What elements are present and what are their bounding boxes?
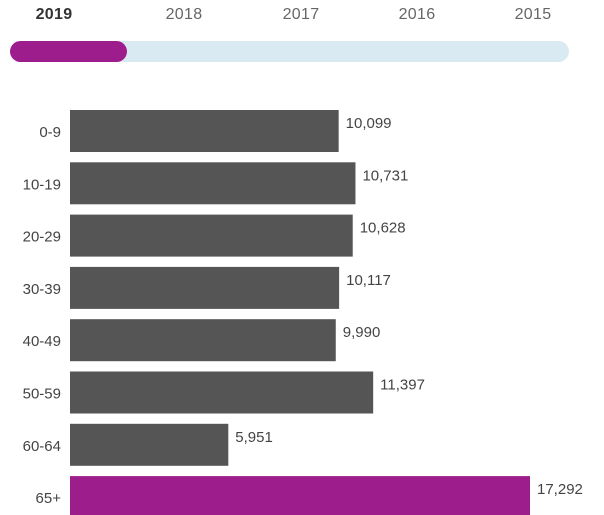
category-label-30-39: 30-39 — [23, 281, 61, 298]
year-tab-2016[interactable]: 2016 — [398, 6, 436, 23]
year-slider-thumb[interactable] — [10, 41, 127, 62]
category-label-40-49: 40-49 — [23, 333, 61, 350]
bar-50-59[interactable] — [70, 371, 374, 414]
category-label-0-9: 0-9 — [39, 124, 61, 141]
year-tab-2017[interactable]: 2017 — [282, 6, 320, 23]
year-tab-2019[interactable]: 2019 — [35, 6, 73, 23]
bar-30-39[interactable] — [70, 266, 340, 309]
year-tabs: 2019 2018 2017 2016 2015 — [0, 0, 604, 34]
year-slider-track[interactable] — [10, 41, 569, 62]
value-label-20-29: 10,628 — [360, 220, 406, 237]
bar-60-64[interactable] — [70, 423, 229, 466]
value-label-0-9: 10,099 — [346, 115, 392, 132]
bar-40-49[interactable] — [70, 319, 336, 362]
year-tab-2018[interactable]: 2018 — [165, 6, 203, 23]
category-label-60-64: 60-64 — [23, 438, 61, 455]
value-label-50-59: 11,397 — [380, 377, 425, 394]
category-label-50-59: 50-59 — [23, 386, 61, 403]
category-label-65plus: 65+ — [36, 490, 62, 507]
value-label-65plus: 17,292 — [537, 481, 583, 498]
bar-0-9[interactable] — [70, 110, 339, 152]
value-label-30-39: 10,117 — [346, 272, 391, 289]
value-label-10-19: 10,731 — [362, 167, 408, 184]
year-tab-2015[interactable]: 2015 — [514, 6, 552, 23]
bar-10-19[interactable] — [70, 162, 356, 205]
bar-65plus[interactable] — [70, 476, 530, 515]
value-label-40-49: 9,990 — [343, 324, 381, 341]
category-label-20-29: 20-29 — [23, 229, 61, 246]
bar-20-29[interactable] — [70, 214, 353, 257]
value-label-60-64: 5,951 — [235, 429, 273, 446]
category-label-10-19: 10-19 — [23, 176, 61, 193]
